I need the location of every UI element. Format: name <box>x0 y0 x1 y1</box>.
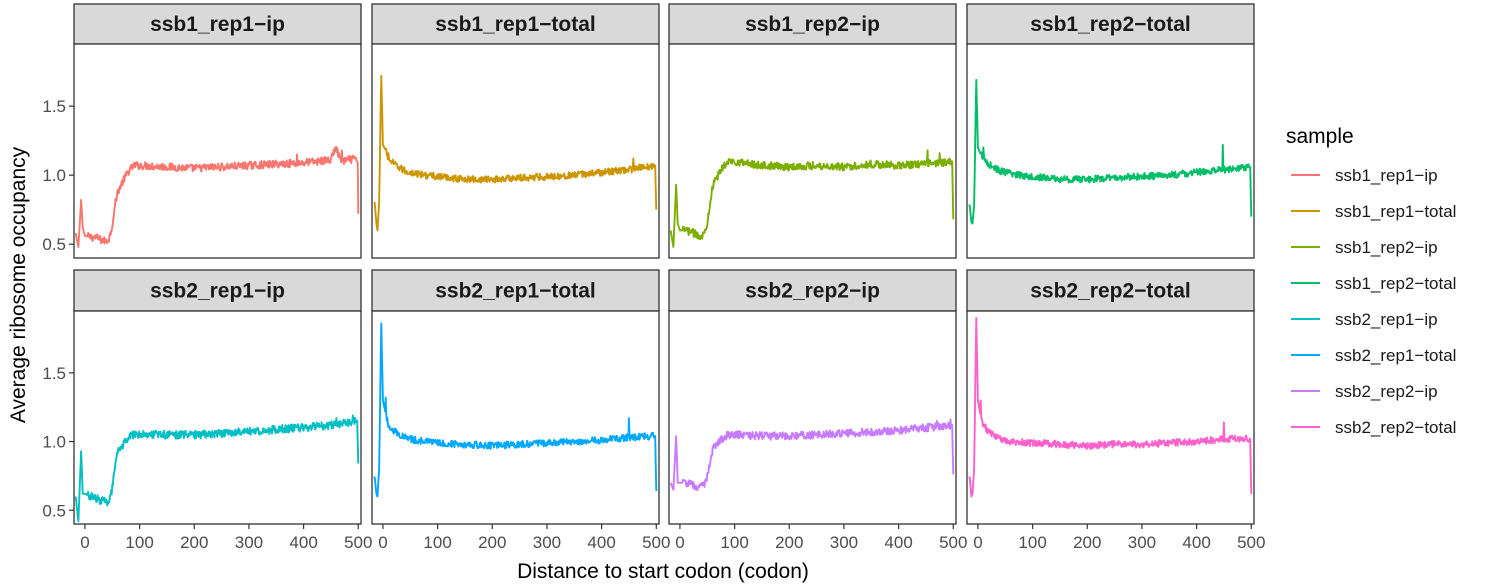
series-line <box>74 145 360 248</box>
facet-strip-label: ssb2_rep2−ip <box>745 280 880 303</box>
legend-item: ssb1_rep2−total <box>1291 274 1456 293</box>
legend-item: ssb2_rep1−total <box>1291 346 1456 365</box>
x-tick-label: 0 <box>675 533 684 552</box>
series-line <box>669 418 955 492</box>
x-tick-label: 200 <box>1073 533 1101 552</box>
series-line <box>74 414 360 523</box>
x-axis-title: Distance to start codon (codon) <box>517 560 809 583</box>
legend-item: ssb1_rep2−ip <box>1291 238 1438 257</box>
facet-strip <box>371 269 660 312</box>
facet-panel: ssb2_rep2−ip 0 100 200 300 400 500 <box>668 269 967 552</box>
facet-strip-label: ssb1_rep2−ip <box>745 13 880 36</box>
panel-frame <box>966 43 1255 259</box>
legend-label: ssb2_rep1−ip <box>1335 310 1438 329</box>
facet-strip <box>668 269 957 312</box>
x-tick-label: 500 <box>939 533 967 552</box>
x-tick-label: 500 <box>642 533 670 552</box>
legend-label: ssb1_rep1−total <box>1335 202 1456 221</box>
x-tick-label: 400 <box>587 533 615 552</box>
facet-strip <box>73 269 362 312</box>
x-tick-label: 400 <box>1182 533 1210 552</box>
legend-title: sample <box>1286 125 1354 148</box>
series-line <box>968 78 1253 225</box>
legend-label: ssb2_rep2−ip <box>1335 382 1438 401</box>
y-axis-title: Average ribosome occupancy <box>7 146 30 423</box>
y-tick-label: 0.5 <box>42 235 66 254</box>
facet-strip-label: ssb1_rep2−total <box>1030 13 1191 36</box>
panel-frame <box>371 43 660 259</box>
x-tick-label: 300 <box>235 533 263 552</box>
x-tick-label: 0 <box>80 533 89 552</box>
legend-item: ssb2_rep2−ip <box>1291 382 1438 401</box>
legend-label: ssb2_rep1−total <box>1335 346 1456 365</box>
facet-panel: ssb1_rep1−ip 0.5 1.0 1.5 <box>42 3 362 259</box>
x-tick-label: 200 <box>775 533 803 552</box>
y-tick-label: 1.5 <box>42 364 66 383</box>
facet-panel: ssb2_rep1−total 0 100 200 300 400 500 <box>371 269 670 552</box>
x-tick-label: 500 <box>344 533 372 552</box>
y-tick-label: 0.5 <box>42 501 66 520</box>
facet-strip <box>966 3 1255 45</box>
y-tick-label: 1.0 <box>42 433 66 452</box>
legend-item: ssb2_rep1−ip <box>1291 310 1438 329</box>
facet-panel: ssb2_rep1−ip 0.5 1.0 1.5 0 100 200 300 400 500 <box>42 269 372 552</box>
y-tick-label: 1.0 <box>42 166 66 185</box>
facet-panel: ssb2_rep2−total 0 100 200 300 400 500 <box>966 269 1265 552</box>
legend-item: ssb1_rep1−total <box>1291 202 1456 221</box>
facet-panel: ssb1_rep2−ip <box>668 3 957 259</box>
panel-frame <box>73 310 362 525</box>
x-tick-label: 500 <box>1237 533 1265 552</box>
x-tick-label: 400 <box>289 533 317 552</box>
series-line <box>669 149 955 248</box>
x-tick-label: 100 <box>1018 533 1046 552</box>
facet-strip <box>668 3 957 45</box>
x-tick-label: 200 <box>478 533 506 552</box>
legend-label: ssb1_rep1−ip <box>1335 166 1438 185</box>
series-line <box>373 74 658 232</box>
x-tick-label: 100 <box>423 533 451 552</box>
legend-item: ssb1_rep1−ip <box>1291 166 1438 185</box>
x-tick-label: 200 <box>180 533 208 552</box>
y-tick-label: 1.5 <box>42 97 66 116</box>
facet-strip-label: ssb1_rep1−total <box>435 13 596 36</box>
x-tick-label: 300 <box>1128 533 1156 552</box>
facet-strip <box>73 3 362 45</box>
facet-panel: ssb1_rep1−total <box>371 3 660 259</box>
facet-strip-label: ssb2_rep1−total <box>435 280 596 303</box>
facet-strip-label: ssb1_rep1−ip <box>150 13 285 36</box>
panel-frame <box>668 43 957 259</box>
x-tick-label: 100 <box>720 533 748 552</box>
legend-item: ssb2_rep2−total <box>1291 418 1456 437</box>
facet-panel: ssb1_rep2−total <box>966 3 1255 259</box>
panel-frame <box>966 310 1255 525</box>
x-tick-label: 400 <box>884 533 912 552</box>
x-tick-label: 300 <box>830 533 858 552</box>
facet-panels: ssb1_rep1−ip 0.5 1.0 1.5 ssb1_rep1−total ssb1… <box>42 3 1265 552</box>
legend-label: ssb1_rep2−ip <box>1335 238 1438 257</box>
panel-frame <box>668 310 957 525</box>
series-line <box>373 322 658 498</box>
panel-frame <box>371 310 660 525</box>
legend-label: ssb1_rep2−total <box>1335 274 1456 293</box>
facet-strip <box>966 269 1255 312</box>
legend: ssb1_rep1−ip ssb1_rep1−total ssb1_rep2−ips… <box>1291 166 1456 437</box>
x-tick-label: 300 <box>533 533 561 552</box>
x-tick-label: 100 <box>125 533 153 552</box>
legend-label: ssb2_rep2−total <box>1335 418 1456 437</box>
facet-strip-label: ssb2_rep2−total <box>1030 280 1191 303</box>
x-tick-label: 0 <box>973 533 982 552</box>
series-line <box>968 316 1253 498</box>
facet-strip-label: ssb2_rep1−ip <box>150 280 285 303</box>
panel-frame <box>73 43 362 259</box>
x-tick-label: 0 <box>378 533 387 552</box>
